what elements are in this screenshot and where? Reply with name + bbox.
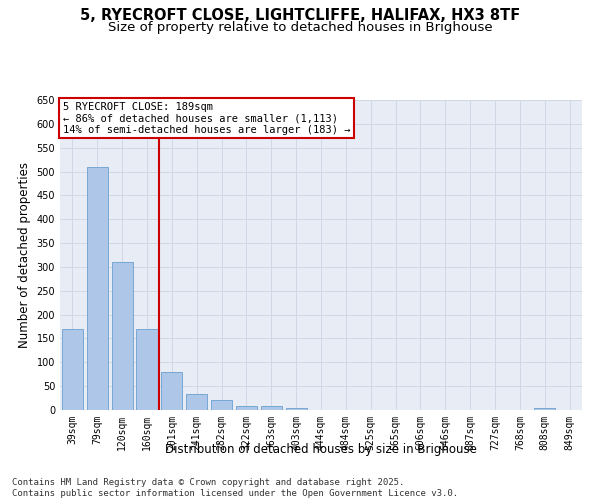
Text: Contains HM Land Registry data © Crown copyright and database right 2025.
Contai: Contains HM Land Registry data © Crown c…	[12, 478, 458, 498]
Bar	[62, 329, 83, 410]
Text: Size of property relative to detached houses in Brighouse: Size of property relative to detached ho…	[107, 21, 493, 34]
Bar	[534, 408, 555, 410]
Text: 5 RYECROFT CLOSE: 189sqm
← 86% of detached houses are smaller (1,113)
14% of sem: 5 RYECROFT CLOSE: 189sqm ← 86% of detach…	[62, 102, 350, 134]
Bar	[261, 406, 282, 410]
Text: 5, RYECROFT CLOSE, LIGHTCLIFFE, HALIFAX, HX3 8TF: 5, RYECROFT CLOSE, LIGHTCLIFFE, HALIFAX,…	[80, 8, 520, 22]
Bar	[211, 400, 232, 410]
Bar	[236, 406, 257, 410]
Bar	[136, 329, 158, 410]
Bar	[161, 372, 182, 410]
Bar	[87, 167, 108, 410]
Text: Distribution of detached houses by size in Brighouse: Distribution of detached houses by size …	[165, 442, 477, 456]
Bar	[186, 394, 207, 410]
Bar	[286, 408, 307, 410]
Bar	[112, 262, 133, 410]
Y-axis label: Number of detached properties: Number of detached properties	[18, 162, 31, 348]
